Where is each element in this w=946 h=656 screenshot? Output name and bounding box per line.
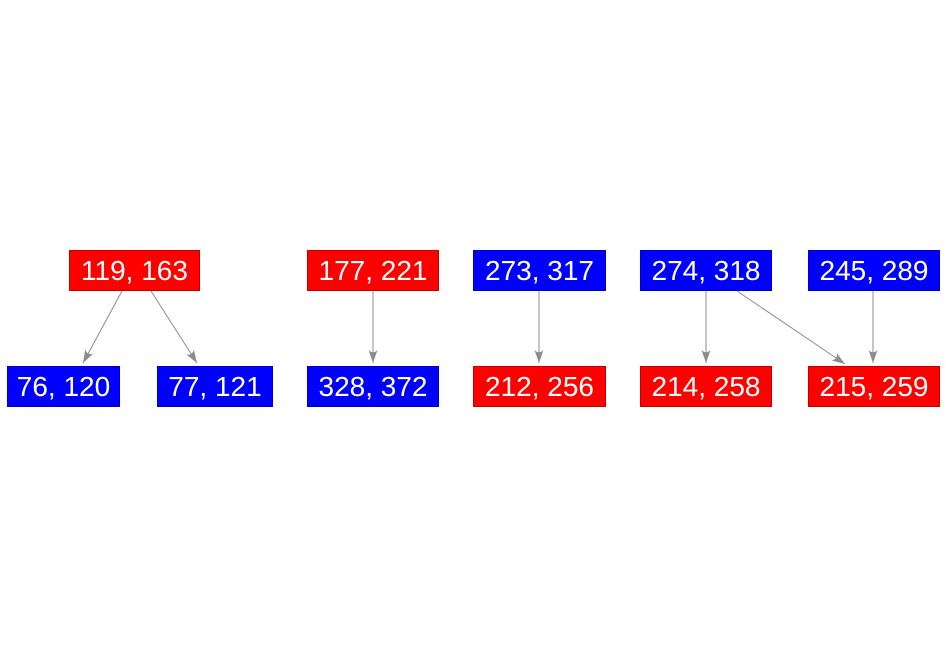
tree-node-n8: 214, 258 — [640, 366, 772, 407]
tree-node-n5: 273, 317 — [473, 250, 606, 291]
node-label: 215, 259 — [819, 370, 929, 402]
tree-node-n6: 212, 256 — [473, 366, 606, 407]
node-label: 245, 289 — [819, 254, 929, 286]
node-label: 274, 318 — [651, 254, 761, 286]
node-label: 273, 317 — [485, 254, 594, 286]
tree-node-n2: 77, 121 — [157, 366, 273, 407]
node-label: 328, 372 — [318, 370, 428, 402]
edge-group — [82, 290, 878, 365]
tree-node-n0: 119, 163 — [69, 250, 200, 291]
tree-node-n9: 245, 289 — [808, 250, 940, 291]
node-label: 177, 221 — [318, 254, 428, 286]
tree-node-n7: 274, 318 — [640, 250, 772, 291]
node-label: 76, 120 — [16, 370, 111, 402]
tree-node-n4: 328, 372 — [307, 366, 439, 407]
tree-node-n10: 215, 259 — [808, 366, 940, 407]
node-label: 212, 256 — [485, 370, 594, 402]
edge-n0-to-n1 — [82, 290, 123, 364]
edge-n0-to-n2 — [150, 290, 198, 364]
edge-n7-to-n10 — [736, 290, 846, 365]
node-label: 119, 163 — [81, 254, 188, 286]
tree-node-n1: 76, 120 — [7, 366, 120, 407]
tree-node-n3: 177, 221 — [307, 250, 439, 291]
node-label: 77, 121 — [168, 370, 262, 402]
node-label: 214, 258 — [651, 370, 761, 402]
